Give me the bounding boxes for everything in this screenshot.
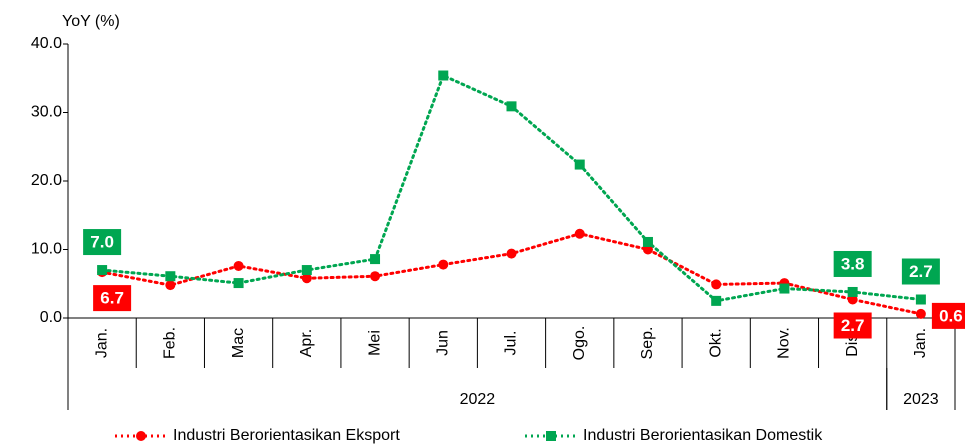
marker [233,260,244,271]
x-tick-label: Jan. [912,328,929,358]
marker [779,283,790,294]
x-tick-label: Mei [366,330,383,356]
x-tick-label: Feb. [162,327,179,359]
value-label: 6.7 [100,289,124,308]
y-axis-label: YoY (%) [62,13,120,30]
value-label: 2.7 [909,262,933,281]
x-tick-label: Jan. [93,328,110,358]
marker [915,294,926,305]
marker [97,265,108,276]
marker [438,70,449,81]
marker [574,159,585,170]
series-line [100,232,923,316]
x-tick-label: Apr. [298,329,315,357]
marker [438,259,449,270]
legend-marker [546,431,556,441]
marker [506,248,517,259]
y-tick-label: 30.0 [31,104,62,121]
x-tick-label: Jun [434,330,451,356]
value-label: 0.6 [939,306,963,325]
marker [506,101,517,112]
marker [915,308,926,319]
x-tick-label: Jul. [503,331,520,356]
value-label: 3.8 [841,254,865,273]
marker [165,271,176,282]
value-label-box [833,312,872,339]
y-tick-label: 40.0 [31,35,62,52]
marker [370,254,381,265]
x-tick-label: Nov. [776,327,793,359]
group-label: 2023 [903,391,939,408]
marker [574,228,585,239]
legend-label: Industri Berorientasikan Domestik [583,427,823,444]
value-label: 7.0 [90,233,114,252]
x-tick-label: Sep. [639,327,656,360]
marker [642,244,653,255]
marker [711,279,722,290]
legend-label: Industri Berorientasikan Eksport [173,427,400,444]
value-label: 2.7 [841,316,865,335]
marker [165,280,176,291]
legend-marker [136,431,146,441]
x-tick-label: Okt. [707,328,724,357]
group-label: 2022 [460,391,496,408]
y-tick-label: 0.0 [40,309,62,326]
marker [233,278,244,289]
marker [847,286,858,297]
value-label-box [901,258,940,285]
value-label-box [833,250,872,277]
marker [301,265,312,276]
marker [301,273,312,284]
marker [847,294,858,305]
value-label-box [83,229,122,256]
marker [642,236,653,247]
y-tick-label: 20.0 [31,172,62,189]
y-tick-label: 10.0 [31,241,62,258]
value-label-box [93,285,132,312]
marker [370,271,381,282]
value-label-box [931,302,965,329]
marker [711,295,722,306]
x-tick-label: Ogo. [571,326,588,361]
x-tick-label: Mac [230,328,247,358]
